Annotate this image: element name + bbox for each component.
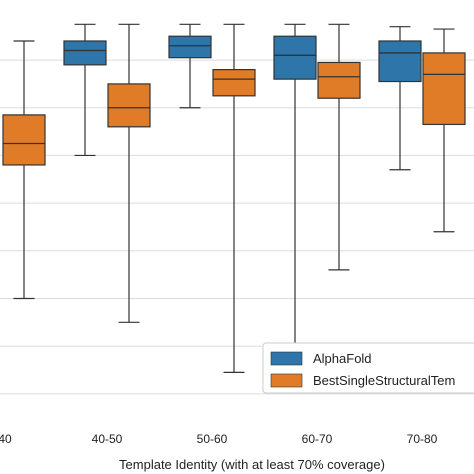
x-tick-label: 40-50 xyxy=(92,432,123,446)
x-axis-title: Template Identity (with at least 70% cov… xyxy=(119,457,385,472)
box-iqr xyxy=(273,35,317,80)
box-alphafold-50-60 xyxy=(168,23,212,109)
box-iqr xyxy=(63,40,107,66)
box-alphafold-40-50 xyxy=(63,23,107,157)
box-iqr xyxy=(422,52,466,126)
box-best-template-70-80 xyxy=(422,28,466,233)
box-best-template-60-70 xyxy=(317,23,361,271)
box-alphafold-70-80 xyxy=(378,26,422,171)
x-tick-label: 50-60 xyxy=(197,432,228,446)
box-iqr xyxy=(168,35,212,59)
legend-label-best-template: BestSingleStructuralTem xyxy=(313,373,455,388)
x-tick-label: 70-80 xyxy=(407,432,438,446)
box-alphafold-60-70 xyxy=(273,23,317,390)
box-series xyxy=(2,23,466,390)
box-iqr xyxy=(212,69,256,97)
box-iqr xyxy=(317,61,361,99)
legend-swatch-alphafold xyxy=(270,351,303,366)
box-best-template-50-60 xyxy=(212,23,256,373)
box-iqr xyxy=(107,83,151,128)
x-tick-label: -40 xyxy=(0,432,12,446)
legend-label-alphafold: AlphaFold xyxy=(313,351,372,366)
x-tick-label: 60-70 xyxy=(302,432,333,446)
box-iqr xyxy=(378,40,422,83)
box-best-template-40-50 xyxy=(107,23,151,323)
box-best-template-30-40 xyxy=(2,40,46,300)
legend: AlphaFold BestSingleStructuralTem xyxy=(262,342,474,394)
box-iqr xyxy=(2,114,46,166)
legend-frame xyxy=(262,342,474,394)
x-tick-labels: -40 40-50 50-60 60-70 70-80 xyxy=(0,432,438,446)
legend-swatch-best-template xyxy=(270,373,303,388)
